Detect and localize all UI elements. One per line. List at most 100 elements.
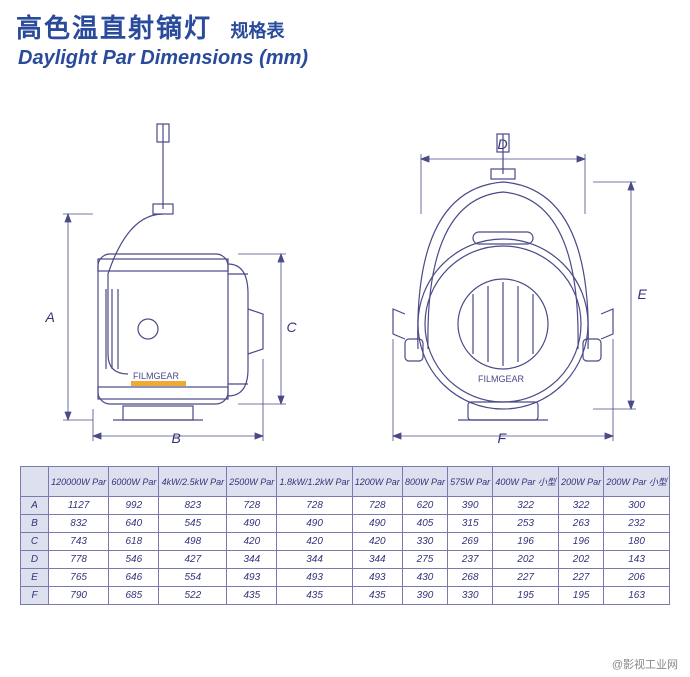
table-cell: 646 xyxy=(109,569,159,587)
table-row: B832640545490490490405315253263232 xyxy=(21,515,670,533)
row-label-cell: B xyxy=(21,515,49,533)
table-cell: 992 xyxy=(109,497,159,515)
table-cell: 430 xyxy=(402,569,447,587)
table-row: D778546427344344344275237202202143 xyxy=(21,551,670,569)
table-cell: 685 xyxy=(109,587,159,605)
table-cell: 237 xyxy=(448,551,493,569)
table-cell: 405 xyxy=(402,515,447,533)
table-cell: 420 xyxy=(277,533,352,551)
table-cell: 743 xyxy=(49,533,109,551)
diagram-row: FILMGEAR xyxy=(0,74,690,454)
table-cell: 344 xyxy=(352,551,402,569)
table-cell: 435 xyxy=(352,587,402,605)
table-cell: 232 xyxy=(604,515,670,533)
brand-label-front: FILMGEAR xyxy=(478,374,525,384)
table-cell: 300 xyxy=(604,497,670,515)
table-cell: 728 xyxy=(352,497,402,515)
table-cell: 322 xyxy=(493,497,559,515)
row-label-cell: A xyxy=(21,497,49,515)
dim-label-e: E xyxy=(638,286,647,302)
title-chinese: 高色温直射镝灯 xyxy=(16,13,212,43)
table-header-cell: 1200W Par xyxy=(352,467,402,497)
row-label-cell: C xyxy=(21,533,49,551)
title-subtitle: 规格表 xyxy=(230,21,284,41)
table-cell: 344 xyxy=(277,551,352,569)
table-cell: 618 xyxy=(109,533,159,551)
side-view-svg: FILMGEAR xyxy=(38,114,298,444)
table-cell: 728 xyxy=(227,497,277,515)
brand-label-side: FILMGEAR xyxy=(133,371,180,381)
table-cell: 315 xyxy=(448,515,493,533)
table-header-row: 120000W Par6000W Par4kW/2.5kW Par2500W P… xyxy=(21,467,670,497)
table-cell: 420 xyxy=(352,533,402,551)
dim-label-b: B xyxy=(172,430,181,446)
table-cell: 196 xyxy=(559,533,604,551)
table-cell: 163 xyxy=(604,587,670,605)
table-header-cell: 4kW/2.5kW Par xyxy=(159,467,227,497)
table-cell: 490 xyxy=(277,515,352,533)
dim-label-d: D xyxy=(498,136,508,152)
table-cell: 263 xyxy=(559,515,604,533)
table-header-cell: 200W Par 小型 xyxy=(604,467,670,497)
table-cell: 390 xyxy=(402,587,447,605)
table-cell: 269 xyxy=(448,533,493,551)
row-label-cell: D xyxy=(21,551,49,569)
table-header-cell: 2500W Par xyxy=(227,467,277,497)
table-cell: 493 xyxy=(352,569,402,587)
table-cell: 620 xyxy=(402,497,447,515)
table-cell: 790 xyxy=(49,587,109,605)
table-header-cell: 120000W Par xyxy=(49,467,109,497)
table-cell: 202 xyxy=(559,551,604,569)
table-cell: 498 xyxy=(159,533,227,551)
table-cell: 195 xyxy=(493,587,559,605)
table-cell: 227 xyxy=(559,569,604,587)
row-label-cell: F xyxy=(21,587,49,605)
table-cell: 640 xyxy=(109,515,159,533)
table-cell: 253 xyxy=(493,515,559,533)
front-view-diagram: FILMGEAR xyxy=(353,114,653,444)
table-header-cell: 200W Par xyxy=(559,467,604,497)
table-cell: 195 xyxy=(559,587,604,605)
table-cell: 493 xyxy=(227,569,277,587)
table-cell: 545 xyxy=(159,515,227,533)
table-cell: 765 xyxy=(49,569,109,587)
table-cell: 435 xyxy=(277,587,352,605)
table-cell: 832 xyxy=(49,515,109,533)
dim-label-a: A xyxy=(46,309,55,325)
table-header-cell xyxy=(21,467,49,497)
table-header-cell: 400W Par 小型 xyxy=(493,467,559,497)
table-cell: 143 xyxy=(604,551,670,569)
dimensions-table-wrap: 120000W Par6000W Par4kW/2.5kW Par2500W P… xyxy=(0,454,690,605)
title-english: Daylight Par Dimensions (mm) xyxy=(16,47,690,70)
table-cell: 202 xyxy=(493,551,559,569)
dimensions-table: 120000W Par6000W Par4kW/2.5kW Par2500W P… xyxy=(20,466,670,605)
table-cell: 493 xyxy=(277,569,352,587)
table-cell: 823 xyxy=(159,497,227,515)
table-cell: 180 xyxy=(604,533,670,551)
table-cell: 330 xyxy=(402,533,447,551)
table-header-cell: 800W Par xyxy=(402,467,447,497)
table-cell: 390 xyxy=(448,497,493,515)
table-cell: 490 xyxy=(352,515,402,533)
table-cell: 275 xyxy=(402,551,447,569)
table-cell: 227 xyxy=(493,569,559,587)
title-area: 高色温直射镝灯 规格表 Daylight Par Dimensions (mm) xyxy=(0,0,690,74)
watermark: @影视工业网 xyxy=(608,655,682,673)
dim-label-f: F xyxy=(498,430,507,446)
table-cell: 728 xyxy=(277,497,352,515)
table-cell: 344 xyxy=(227,551,277,569)
table-cell: 268 xyxy=(448,569,493,587)
front-view-svg: FILMGEAR xyxy=(353,114,653,444)
table-row: F790685522435435435390330195195163 xyxy=(21,587,670,605)
table-cell: 427 xyxy=(159,551,227,569)
table-row: E765646554493493493430268227227206 xyxy=(21,569,670,587)
table-cell: 522 xyxy=(159,587,227,605)
table-header-cell: 575W Par xyxy=(448,467,493,497)
side-view-diagram: FILMGEAR xyxy=(38,114,298,444)
table-cell: 420 xyxy=(227,533,277,551)
table-cell: 330 xyxy=(448,587,493,605)
dim-label-c: C xyxy=(287,319,297,335)
table-header-cell: 1.8kW/1.2kW Par xyxy=(277,467,352,497)
row-label-cell: E xyxy=(21,569,49,587)
table-header-cell: 6000W Par xyxy=(109,467,159,497)
